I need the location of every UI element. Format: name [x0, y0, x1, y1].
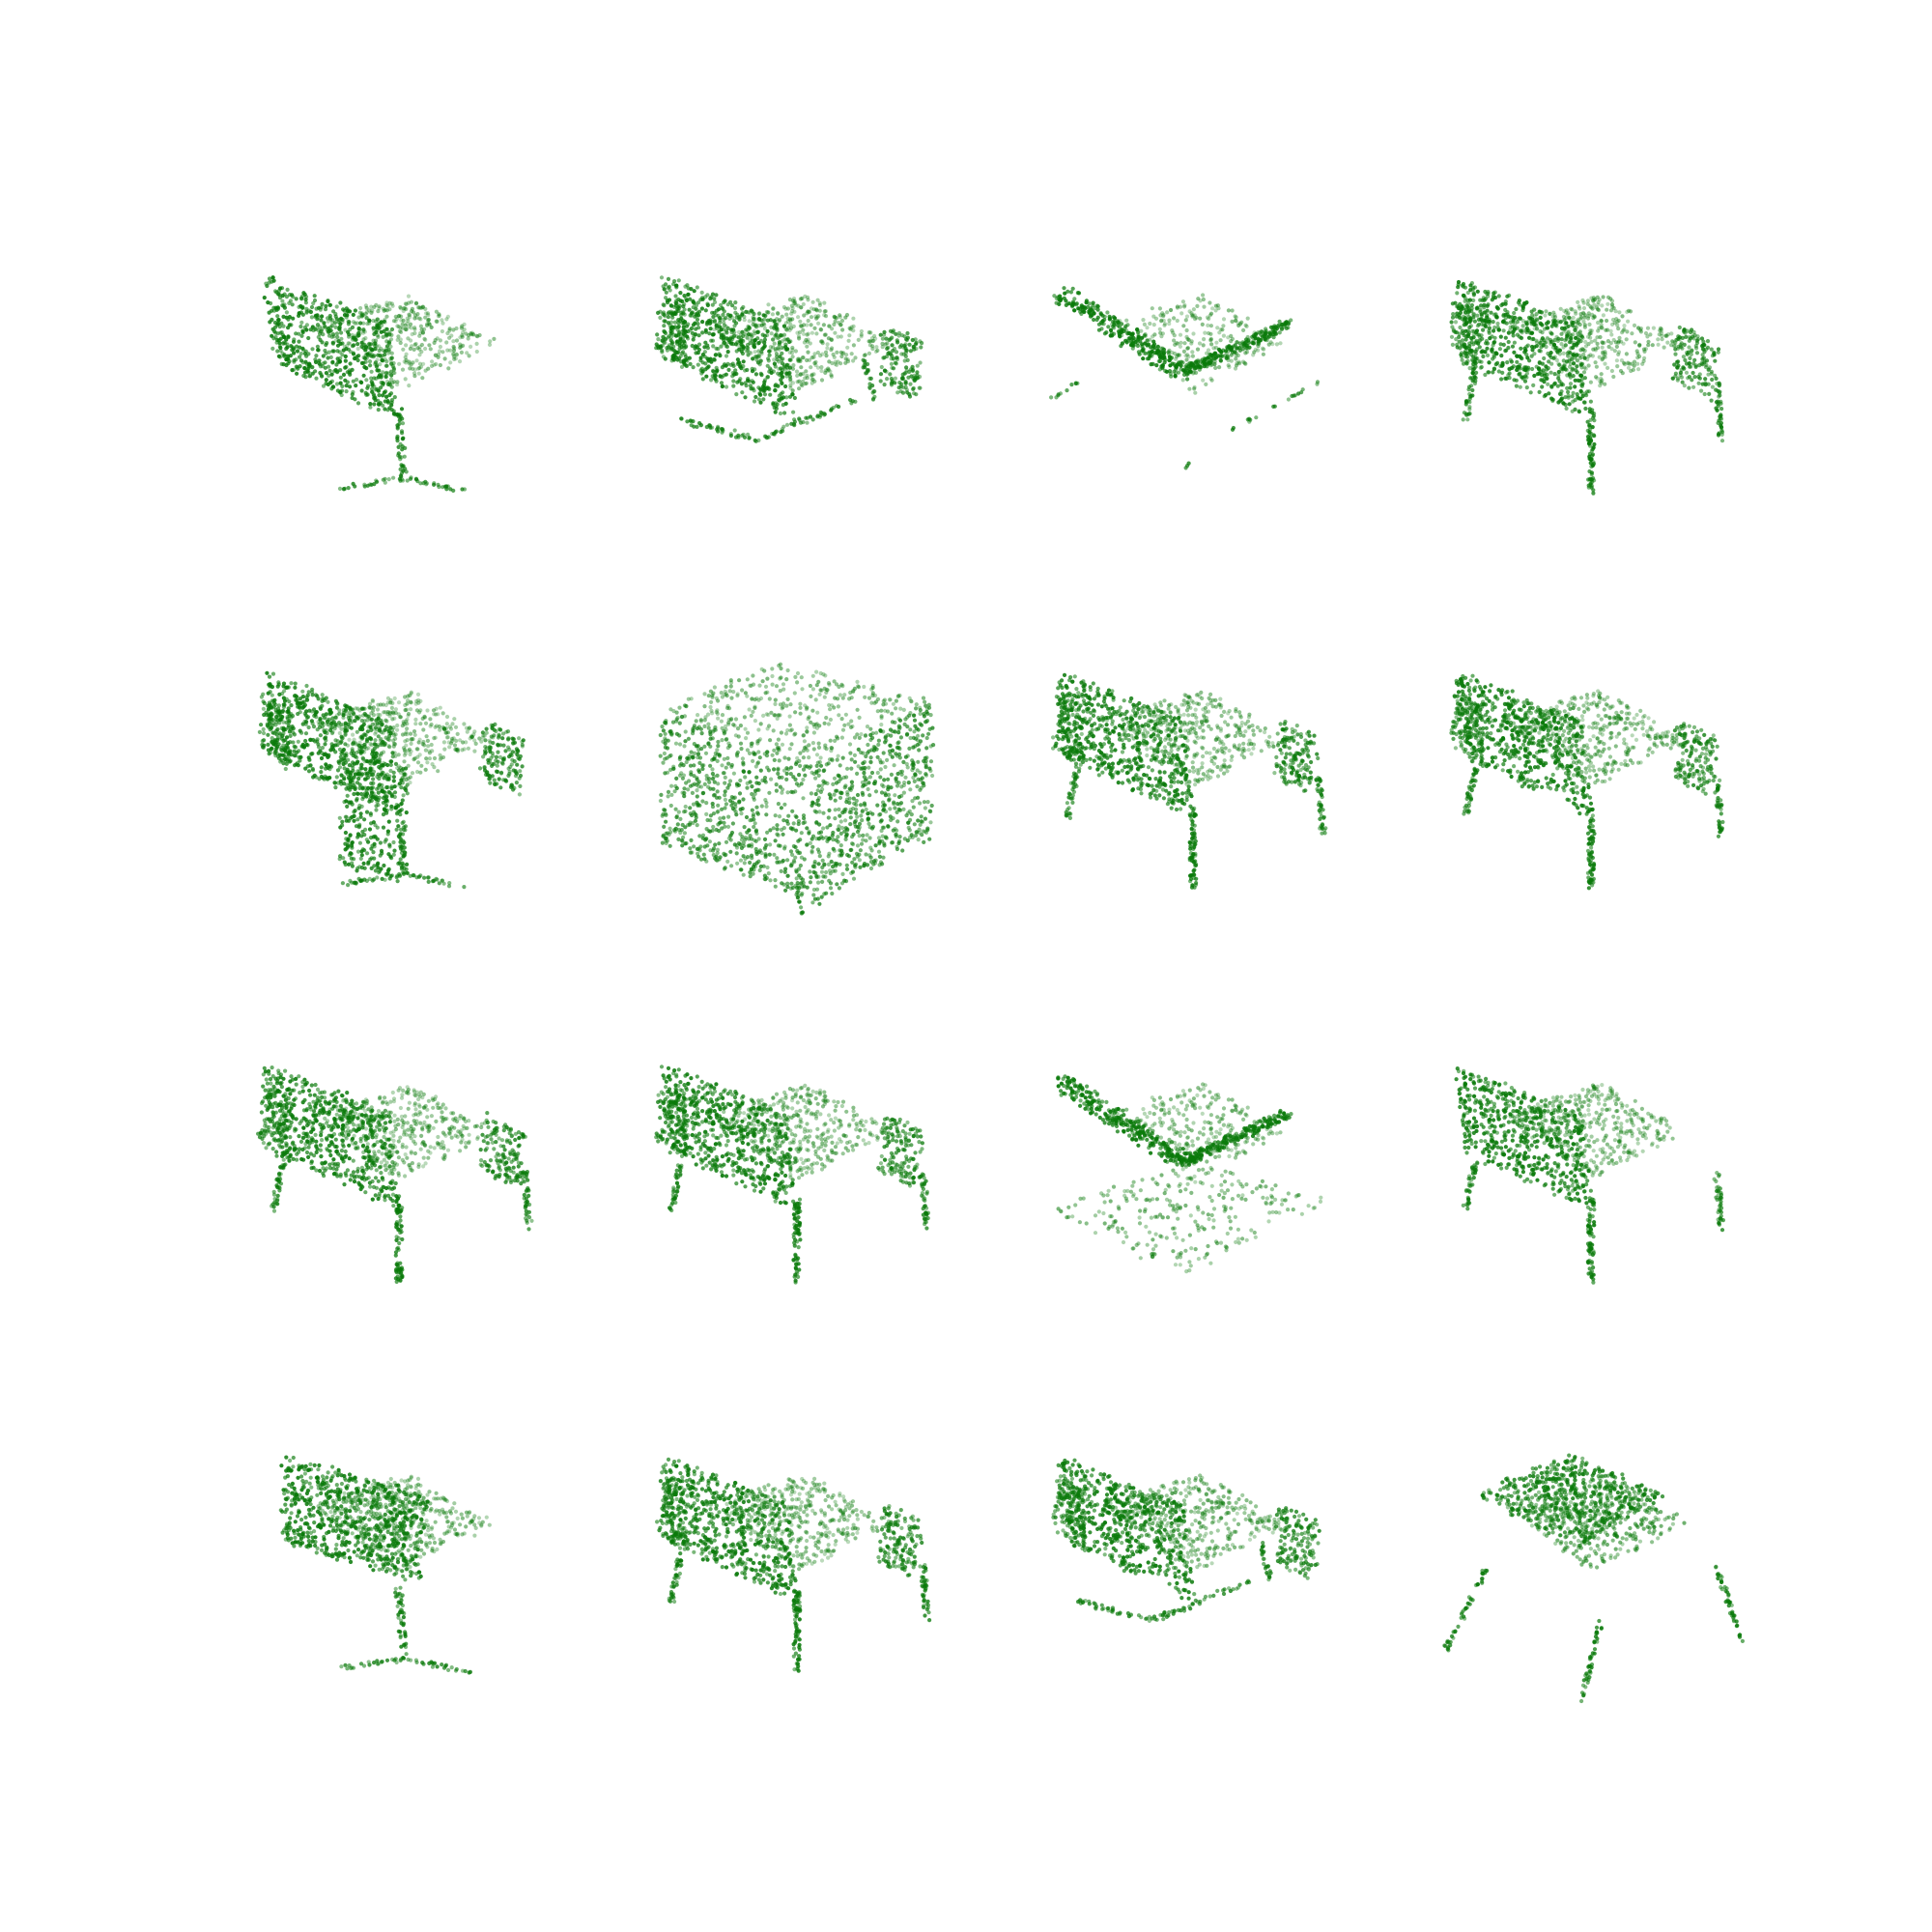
point-cloud-r2c1: [257, 670, 526, 890]
point-cloud-r4c3: [1051, 1458, 1321, 1623]
point-cloud-r1c4: [1449, 279, 1725, 496]
point-cloud-r1c3: [1049, 286, 1321, 470]
point-cloud-r1c2: [654, 275, 924, 443]
point-cloud-r2c2: [658, 662, 936, 916]
point-cloud-r3c2: [654, 1065, 930, 1285]
point-cloud-r4c1: [278, 1455, 492, 1675]
point-cloud-r4c4: [1442, 1453, 1745, 1704]
point-cloud-r1c1: [262, 275, 497, 493]
point-cloud-r2c4: [1449, 673, 1725, 891]
point-cloud-r3c1: [256, 1065, 534, 1284]
point-cloud-r2c3: [1051, 672, 1328, 890]
point-cloud-r4c2: [655, 1457, 932, 1673]
point-cloud-r3c4: [1454, 1066, 1725, 1285]
point-cloud-r3c3: [1056, 1074, 1323, 1274]
